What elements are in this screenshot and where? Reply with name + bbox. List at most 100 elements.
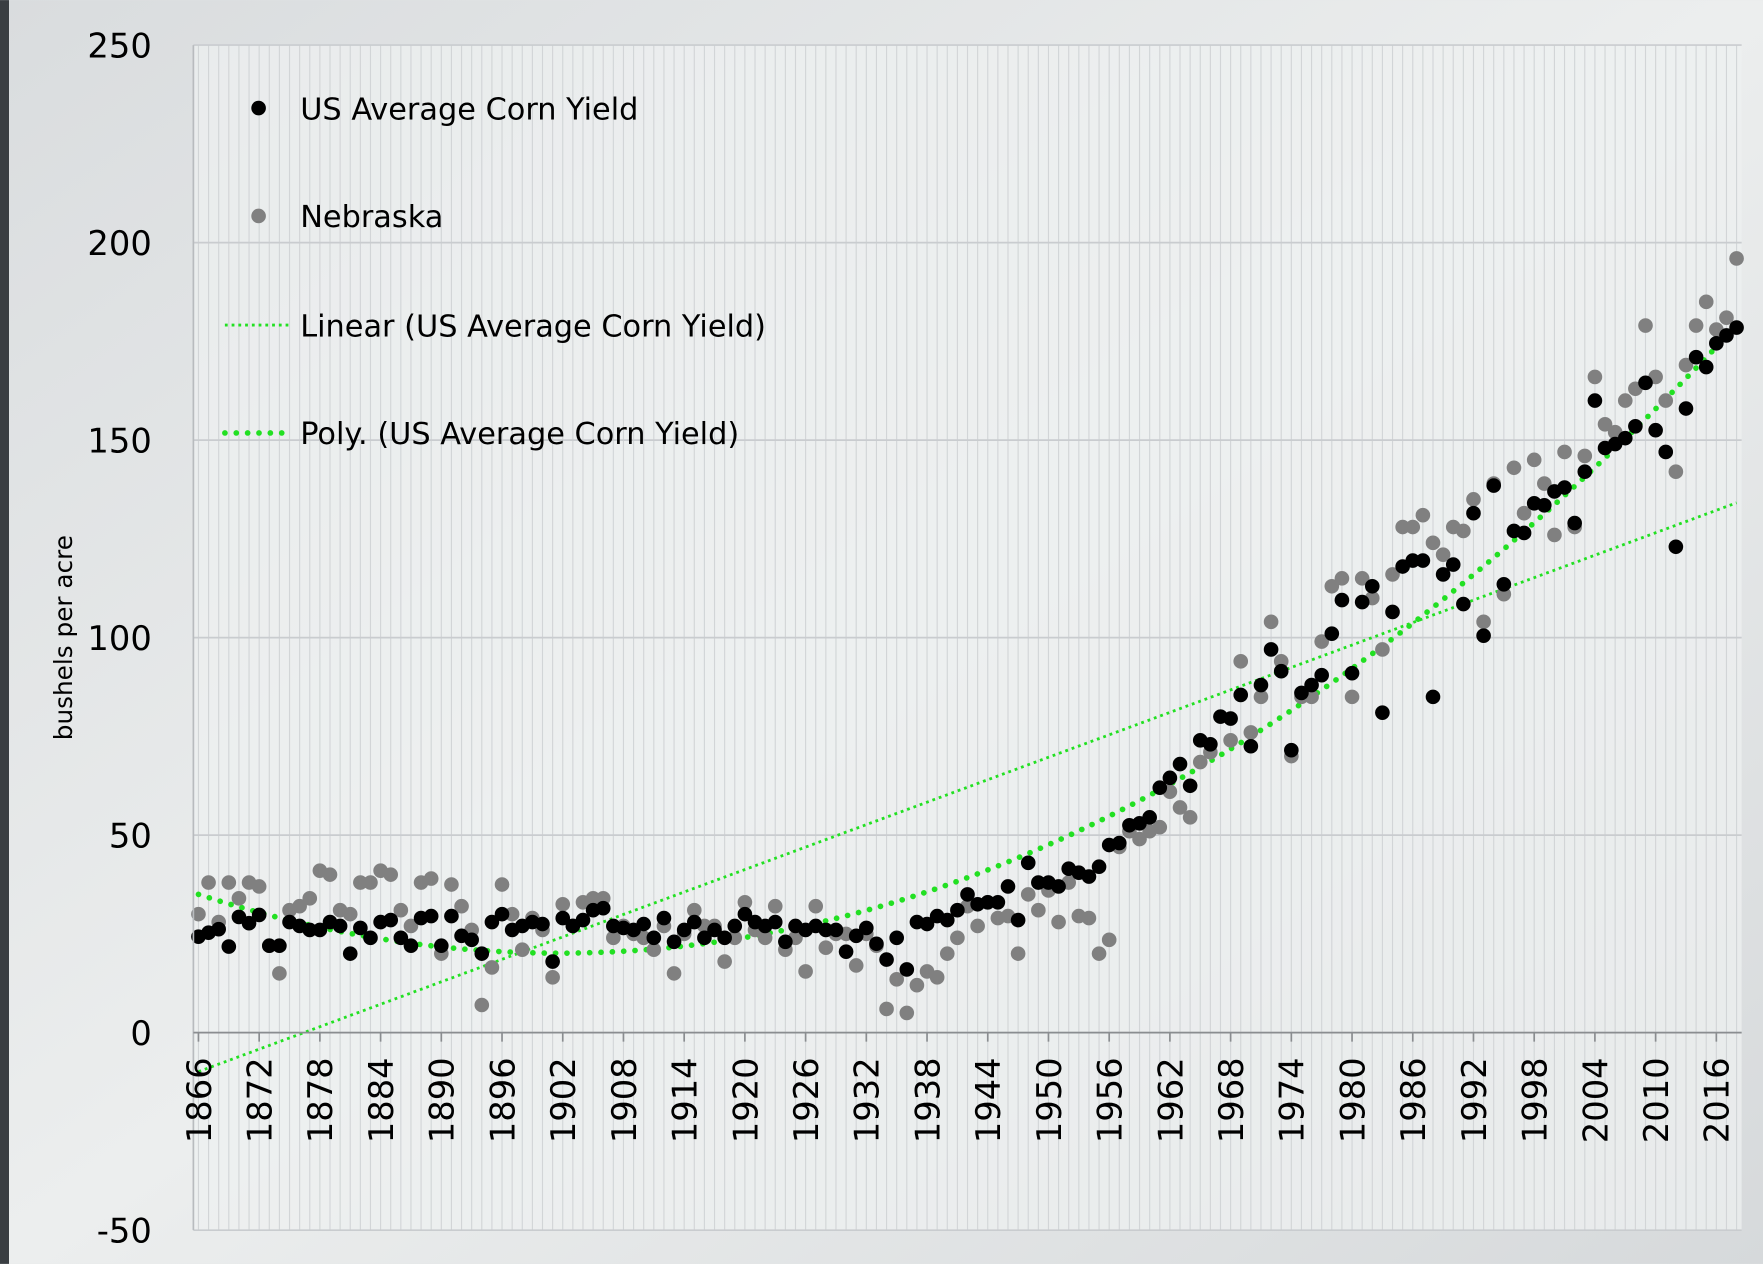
x-tick-label: 2004 — [1576, 1057, 1615, 1143]
data-point — [839, 944, 854, 959]
x-tick-label: 1956 — [1091, 1057, 1130, 1143]
x-tick-label: 2010 — [1637, 1057, 1676, 1143]
data-point — [687, 915, 702, 930]
x-tick-label: 1902 — [544, 1057, 583, 1143]
data-point — [1729, 320, 1744, 335]
data-point — [1385, 605, 1400, 620]
data-point — [1102, 933, 1117, 948]
data-point — [221, 875, 236, 890]
data-point — [1183, 778, 1198, 793]
x-tick-label: 1968 — [1212, 1057, 1251, 1143]
data-point — [899, 962, 914, 977]
data-point — [1588, 370, 1603, 385]
data-point — [363, 931, 378, 946]
data-point — [1699, 295, 1714, 310]
data-point — [1527, 453, 1542, 468]
data-point — [1112, 836, 1127, 851]
data-point — [383, 913, 398, 928]
data-point — [940, 946, 955, 961]
data-point — [1426, 690, 1441, 705]
data-point — [495, 907, 510, 922]
background-edge — [0, 0, 9, 1264]
data-point — [1476, 615, 1491, 630]
y-axis-title: bushels per acre — [49, 535, 78, 740]
data-point — [1021, 855, 1036, 870]
data-point — [464, 933, 479, 948]
x-tick-label: 1920 — [726, 1057, 765, 1143]
data-point — [657, 911, 672, 926]
data-point — [1051, 915, 1066, 930]
data-point — [991, 895, 1006, 910]
x-tick-label: 1944 — [969, 1057, 1008, 1143]
data-point — [1051, 879, 1066, 894]
data-point — [474, 946, 489, 961]
y-tick-label: 100 — [87, 619, 151, 658]
data-point — [1628, 419, 1643, 434]
data-point — [252, 908, 267, 923]
data-point — [1244, 725, 1259, 740]
data-point — [1416, 553, 1431, 568]
y-tick-label: 50 — [109, 817, 152, 856]
data-point — [1375, 642, 1390, 657]
data-point — [798, 964, 813, 979]
data-point — [1183, 810, 1198, 825]
data-point — [444, 909, 459, 924]
data-point — [363, 875, 378, 890]
data-point — [1486, 478, 1501, 493]
x-tick-label: 1980 — [1333, 1057, 1372, 1143]
x-tick-label: 1974 — [1273, 1057, 1312, 1143]
data-point — [424, 909, 439, 924]
data-point — [859, 921, 874, 936]
data-point — [211, 922, 226, 937]
data-point — [727, 919, 742, 934]
data-point — [555, 897, 570, 912]
data-point — [1466, 492, 1481, 507]
data-point — [272, 966, 287, 981]
data-point — [1416, 508, 1431, 523]
data-point — [252, 879, 267, 894]
data-point — [1011, 913, 1026, 928]
data-point — [1324, 626, 1339, 641]
data-point — [1638, 318, 1653, 333]
data-point — [343, 946, 358, 961]
data-point — [1557, 445, 1572, 460]
x-tick-label: 1878 — [301, 1057, 340, 1143]
y-tick-label: 150 — [87, 421, 151, 460]
legend-label: Poly. (US Average Corn Yield) — [300, 417, 739, 452]
data-point — [1142, 810, 1157, 825]
data-point — [1365, 579, 1380, 594]
data-point — [1274, 664, 1289, 679]
x-tick-label: 1890 — [423, 1057, 462, 1143]
data-point — [1335, 593, 1350, 608]
x-tick-label: 2016 — [1698, 1057, 1737, 1143]
y-tick-label: 200 — [87, 224, 151, 263]
data-point — [1507, 460, 1522, 475]
data-point — [1001, 879, 1016, 894]
data-point — [1173, 757, 1188, 772]
data-point — [1355, 595, 1370, 610]
data-point — [636, 917, 651, 932]
data-point — [1264, 615, 1279, 630]
data-point — [1689, 318, 1704, 333]
data-point — [1577, 449, 1592, 464]
data-point — [1163, 771, 1178, 786]
data-point — [1345, 666, 1360, 681]
data-point — [778, 934, 793, 949]
data-point — [849, 958, 864, 973]
data-point — [535, 917, 550, 932]
data-point — [1669, 539, 1684, 554]
x-tick-label: 1950 — [1030, 1057, 1069, 1143]
x-tick-label: 1866 — [180, 1057, 219, 1143]
data-point — [1031, 903, 1046, 918]
data-point — [1011, 946, 1026, 961]
data-point — [808, 899, 823, 914]
data-point — [1567, 516, 1582, 531]
data-point — [1345, 690, 1360, 705]
x-tick-label: 1992 — [1455, 1057, 1494, 1143]
data-point — [950, 903, 965, 918]
x-tick-label: 1908 — [605, 1057, 644, 1143]
data-point — [515, 942, 530, 957]
data-point — [910, 978, 925, 993]
data-point — [768, 899, 783, 914]
legend-marker — [251, 101, 266, 116]
